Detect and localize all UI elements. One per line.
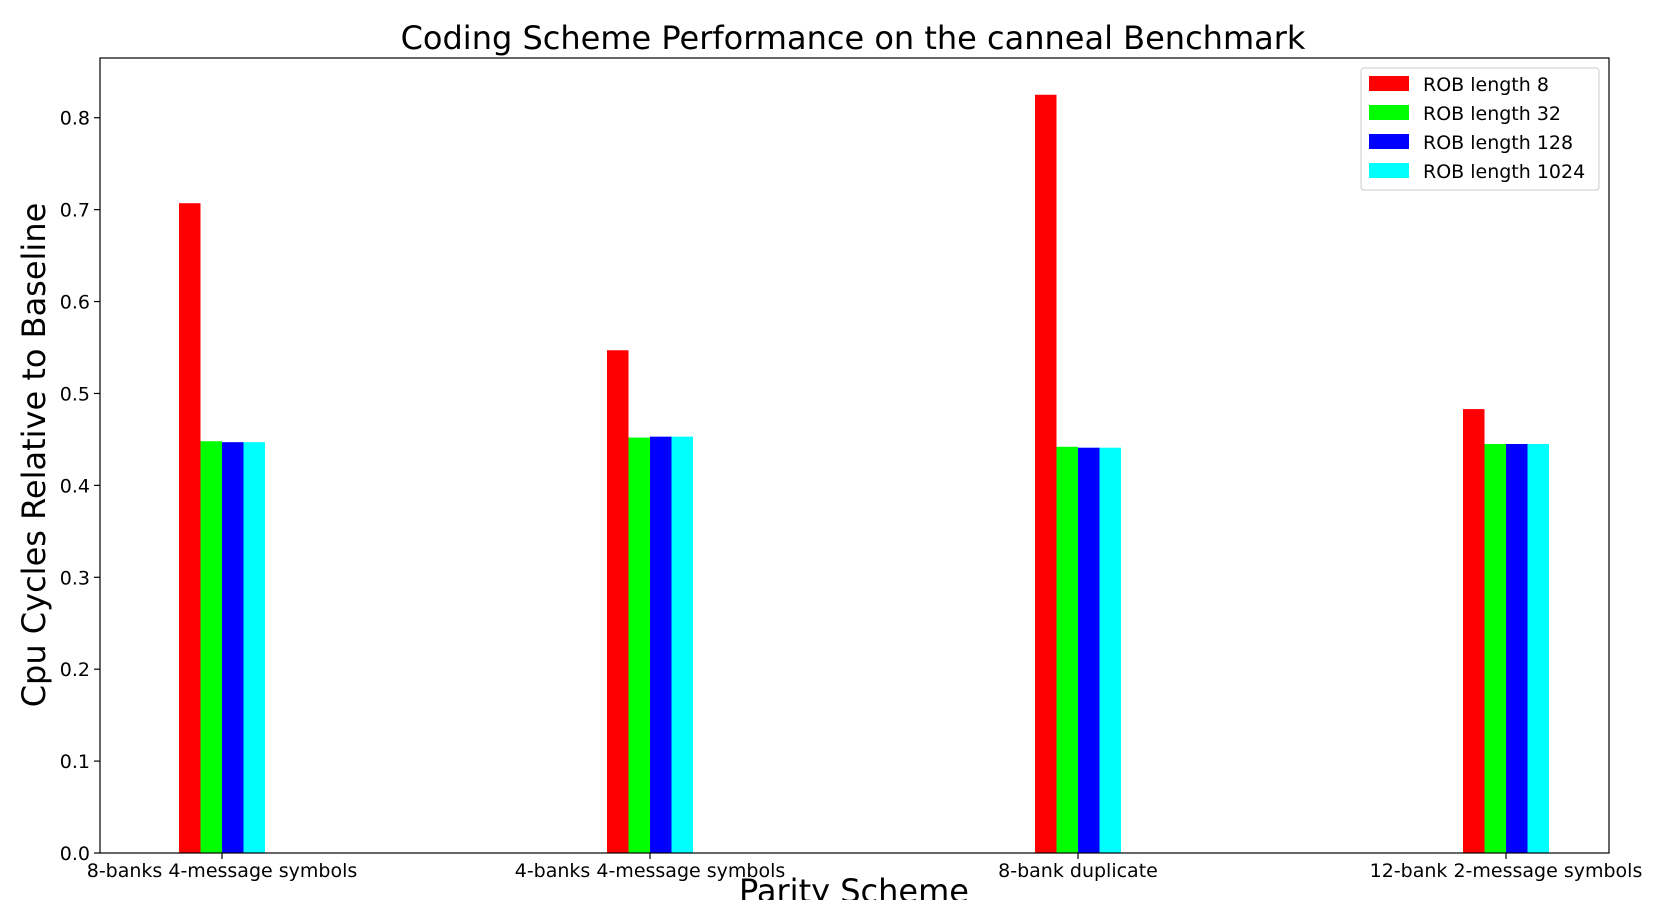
x-tick-label: 12-bank 2-message symbols [1370, 860, 1643, 882]
y-tick-label: 0.2 [60, 659, 90, 681]
y-tick-label: 0.0 [60, 843, 90, 865]
bar [1099, 447, 1121, 853]
plot-frame [99, 57, 1610, 854]
y-tick-label: 0.7 [60, 200, 90, 222]
bar [243, 442, 265, 853]
legend-swatch [1369, 105, 1409, 120]
bar [1506, 444, 1528, 853]
y-tick-label: 0.3 [60, 567, 90, 589]
y-tick-label: 0.4 [60, 475, 90, 497]
legend-label: ROB length 128 [1423, 132, 1573, 154]
y-tick-label: 0.1 [60, 751, 90, 773]
bar [671, 436, 693, 853]
bar [1078, 447, 1100, 853]
bar [650, 436, 672, 853]
chart-title: Coding Scheme Performance on the canneal… [401, 19, 1306, 57]
legend-swatch [1369, 163, 1409, 178]
plot-bars [179, 94, 1549, 854]
bar [628, 437, 650, 853]
x-tick-label: 8-bank duplicate [998, 860, 1158, 882]
bar [607, 350, 629, 853]
legend-label: ROB length 8 [1423, 74, 1549, 96]
x-axis-label: Parity Scheme [739, 872, 969, 900]
bar [1527, 444, 1549, 853]
legend-label: ROB length 1024 [1423, 161, 1585, 183]
bar [1035, 94, 1057, 854]
y-axis-label: Cpu Cycles Relative to Baseline [15, 203, 53, 708]
y-tick-label: 0.8 [60, 108, 90, 130]
x-tick-label: 8-banks 4-message symbols [87, 860, 358, 882]
bar [179, 203, 201, 853]
y-axis-ticks: 0.0 0.1 0.2 0.3 0.4 0.5 0.6 0.7 0.8 [60, 108, 100, 865]
legend-swatch [1369, 76, 1409, 91]
bar [200, 441, 222, 853]
y-tick-label: 0.6 [60, 292, 90, 314]
x-tick-label: 4-banks 4-message symbols [515, 860, 786, 882]
bar [1484, 444, 1506, 853]
legend: ROB length 8 ROB length 32 ROB length 128 R… [1360, 67, 1600, 191]
legend-swatch [1369, 134, 1409, 149]
legend-label: ROB length 32 [1423, 103, 1561, 125]
bar [1056, 446, 1078, 853]
y-tick-label: 0.5 [60, 383, 90, 405]
legend-box [1360, 67, 1600, 191]
x-axis-ticks: 8-banks 4-message symbols 4-banks 4-messa… [87, 853, 1643, 882]
bar [1463, 409, 1485, 853]
bar [222, 442, 244, 853]
